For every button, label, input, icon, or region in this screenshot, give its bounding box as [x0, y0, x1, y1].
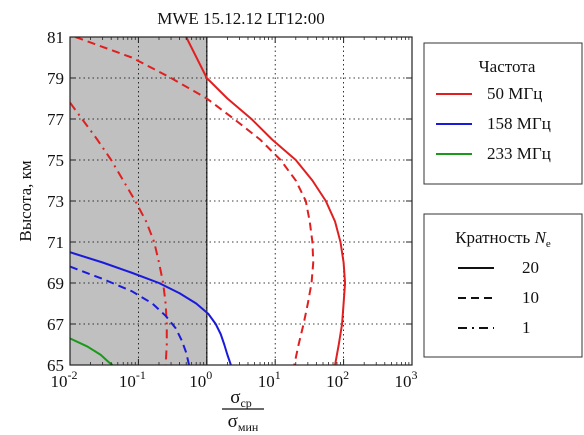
- y-axis-ticks: 65 67 69 71 73 75 77 79 81: [47, 28, 412, 375]
- y-tick-label: 81: [47, 28, 64, 47]
- chart-title: MWE 15.12.12 LT12:00: [157, 9, 324, 28]
- legend-frequency-label: 233 МГц: [487, 144, 551, 163]
- series-line: [70, 337, 114, 365]
- series-line: [70, 265, 191, 365]
- legend-multiplicity-frame: [423, 213, 583, 358]
- x-tick-label: 101: [258, 368, 281, 391]
- y-tick-label: 71: [47, 233, 64, 252]
- x-axis-label: σср σмин: [222, 387, 264, 434]
- legend-multiplicity-title: Кратность Ne: [455, 228, 551, 250]
- y-tick-label: 69: [47, 274, 64, 293]
- legend-frequency-frame: [423, 42, 583, 185]
- y-tick-label: 79: [47, 69, 64, 88]
- y-tick-label: 67: [47, 315, 65, 334]
- x-tick-label: 100: [189, 368, 212, 391]
- y-tick-label: 73: [47, 192, 64, 211]
- y-axis-label: Высота, км: [16, 160, 35, 242]
- legend-frequency-label: 50 МГц: [487, 84, 542, 103]
- x-tick-label: 102: [326, 368, 349, 391]
- legend-frequency-title: Частота: [479, 57, 536, 76]
- legend-multiplicity-label: 10: [522, 288, 539, 307]
- series-line: [70, 102, 168, 365]
- legend-multiplicity-label: 20: [522, 258, 539, 277]
- x-axis-label-denominator: σмин: [228, 411, 259, 434]
- grid-lines: [70, 37, 412, 365]
- series-line: [185, 37, 347, 365]
- series-line: [70, 251, 232, 365]
- x-tick-label: 103: [395, 368, 418, 391]
- y-tick-label: 75: [47, 151, 64, 170]
- x-axis-label-numerator: σср: [230, 387, 252, 410]
- y-tick-label: 77: [47, 110, 65, 129]
- y-tick-label: 65: [47, 356, 64, 375]
- legend-frequency: Частота 50 МГц 158 МГц 233 МГц: [423, 42, 583, 185]
- legend-multiplicity: Кратность Ne 20 10 1: [423, 213, 583, 358]
- plot-area: 10-2 10-1 100 101 102 103 65 67 69 71 73 75 77 79 81: [47, 28, 418, 391]
- legend-multiplicity-label: 1: [522, 318, 531, 337]
- series-line: [75, 37, 315, 365]
- x-tick-label: 10-1: [119, 368, 146, 391]
- legend-frequency-label: 158 МГц: [487, 114, 551, 133]
- x-axis-ticks: 10-2 10-1 100 101 102 103: [51, 37, 418, 391]
- x-tick-label: 10-2: [51, 368, 78, 391]
- series-group: [70, 37, 347, 365]
